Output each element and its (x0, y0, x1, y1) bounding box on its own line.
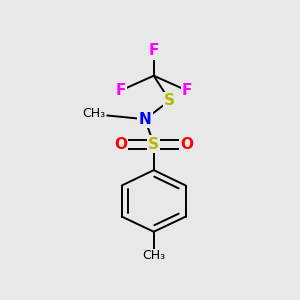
Text: O: O (181, 136, 194, 152)
Text: S: S (164, 93, 175, 108)
Text: F: F (148, 44, 159, 59)
Text: F: F (115, 83, 125, 98)
Text: O: O (114, 136, 127, 152)
Text: S: S (148, 136, 159, 152)
Text: F: F (182, 83, 192, 98)
Text: CH₃: CH₃ (83, 107, 106, 120)
Text: CH₃: CH₃ (142, 249, 165, 262)
Text: N: N (139, 112, 152, 127)
